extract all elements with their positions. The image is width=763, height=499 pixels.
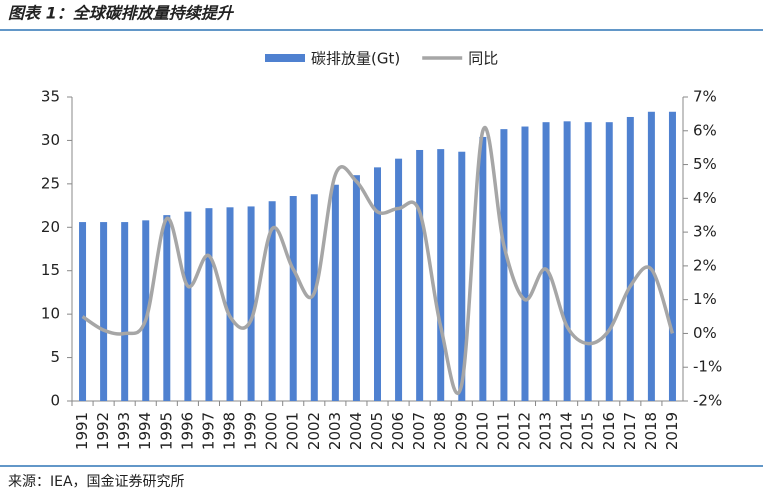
x-tick-label: 2000: [263, 412, 281, 450]
y-tick-label: 15: [41, 261, 60, 279]
x-tick-label: 1996: [178, 412, 196, 450]
x-tick-label: 2018: [642, 412, 660, 450]
x-tick-label: 1991: [73, 412, 91, 450]
legend-label: 同比: [468, 50, 498, 68]
x-tick-label: 1992: [94, 412, 112, 450]
x-tick-label: 2003: [326, 412, 344, 450]
bar: [121, 222, 129, 401]
bar: [268, 201, 276, 401]
y-tick-label: 20: [41, 218, 60, 236]
x-tick-label: 1995: [157, 412, 175, 450]
bar: [668, 111, 676, 401]
bar: [458, 151, 466, 401]
x-tick-label: 2004: [347, 412, 365, 450]
bar: [100, 222, 108, 401]
bar: [479, 136, 487, 401]
legend-swatch: [265, 54, 305, 62]
y2-tick-label: 3%: [693, 223, 717, 241]
y2-tick-label: 5%: [693, 155, 717, 173]
bar: [205, 208, 213, 401]
x-tick-label: 2002: [305, 412, 323, 450]
bar: [521, 126, 529, 401]
chart-title: 图表 1：全球碳排放量持续提升: [8, 4, 235, 23]
y-tick-label: 0: [50, 392, 60, 410]
x-tick-label: 2005: [368, 412, 386, 450]
bar: [184, 211, 192, 401]
x-tick-label: 2014: [558, 412, 576, 450]
y2-tick-label: 6%: [693, 121, 717, 139]
x-tick-label: 1994: [136, 412, 154, 450]
y2-tick-label: -2%: [693, 392, 722, 410]
bar: [437, 149, 445, 401]
legend-label: 碳排放量(Gt): [311, 50, 400, 68]
bar: [247, 206, 255, 401]
x-tick-label: 2008: [431, 412, 449, 450]
source: 来源：IEA，国金证券研究所: [8, 474, 185, 490]
x-tick-label: 2006: [389, 412, 407, 450]
x-tick-label: 2016: [600, 412, 618, 450]
x-tick-label: 2001: [284, 412, 302, 450]
x-tick-label: 2011: [494, 412, 512, 450]
line: [81, 125, 675, 395]
bar: [626, 116, 634, 401]
bar: [331, 184, 339, 401]
y2-tick-label: 1%: [693, 290, 717, 308]
bar: [374, 167, 381, 401]
x-tick-label: 1993: [115, 412, 133, 450]
y-tick-label: 10: [41, 305, 60, 323]
bar: [500, 129, 508, 401]
x-tick-label: 2017: [621, 412, 639, 450]
x-tick-label: 2015: [579, 412, 597, 450]
x-tick-label: 2007: [410, 412, 428, 450]
y2-tick-label: 7%: [693, 88, 717, 106]
bar: [647, 111, 655, 401]
y-tick-label: 30: [41, 131, 60, 149]
bar: [289, 196, 297, 401]
x-tick-label: 2019: [663, 412, 681, 450]
bar: [416, 149, 424, 401]
bar: [563, 121, 571, 401]
bar: [79, 222, 87, 401]
bar: [310, 194, 318, 401]
x-tick-label: 2009: [452, 412, 470, 450]
bar: [352, 175, 360, 401]
x-tick-label: 2013: [537, 412, 555, 450]
x-tick-label: 2010: [473, 412, 491, 450]
y2-tick-label: 0%: [693, 324, 717, 342]
x-tick-label: 1997: [199, 412, 217, 450]
x-tick-label: 1998: [221, 412, 239, 450]
y-tick-label: 5: [50, 348, 60, 366]
bar: [542, 122, 550, 401]
y2-tick-label: -1%: [693, 358, 722, 376]
bar: [226, 207, 234, 401]
bar: [142, 220, 150, 401]
bar: [584, 122, 592, 401]
y2-tick-label: 2%: [693, 256, 717, 274]
x-tick-label: 2012: [515, 412, 533, 450]
y-tick-label: 25: [41, 174, 60, 192]
bar: [163, 215, 171, 401]
x-tick-label: 1999: [242, 412, 260, 450]
bar: [605, 122, 613, 401]
bar: [395, 158, 403, 401]
y2-tick-label: 4%: [693, 189, 717, 207]
y-tick-label: 35: [41, 88, 60, 106]
